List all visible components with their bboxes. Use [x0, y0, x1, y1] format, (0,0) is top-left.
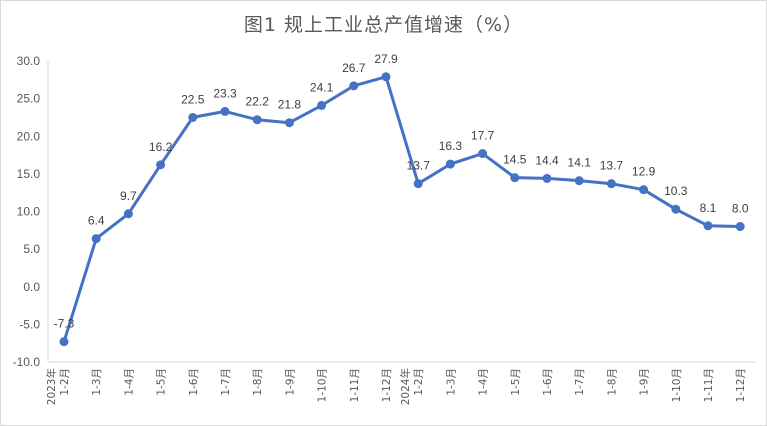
- data-point: [284, 118, 294, 128]
- x-tick-label: 1-3月: [445, 368, 457, 396]
- x-tick-label: 1-6月: [542, 368, 554, 396]
- x-tick-label: 1-12月: [735, 368, 747, 402]
- data-point: [574, 176, 584, 186]
- data-label: -7.3: [54, 317, 75, 331]
- data-label: 24.1: [310, 80, 334, 94]
- x-tick-label: 1-8月: [606, 368, 618, 396]
- data-point: [639, 185, 649, 195]
- x-tick-label: 1-5月: [510, 368, 522, 396]
- data-point: [510, 173, 520, 183]
- data-point: [349, 81, 359, 91]
- data-label: 14.4: [535, 153, 559, 167]
- x-tick-label: 1-3月: [91, 368, 103, 396]
- x-tick-label: 1-6月: [188, 368, 200, 396]
- data-label: 9.7: [120, 189, 137, 203]
- data-label: 8.1: [700, 201, 717, 215]
- data-label: 10.3: [664, 184, 688, 198]
- x-tick-label: 1-5月: [156, 368, 168, 396]
- x-tick-label: 1-7月: [220, 368, 232, 396]
- data-point: [381, 72, 391, 82]
- data-label: 22.2: [246, 95, 270, 109]
- x-tick-label: 1-2月: [59, 368, 71, 396]
- data-label: 16.2: [149, 140, 173, 154]
- series-line: [62, 75, 742, 344]
- data-label: 13.7: [600, 159, 624, 173]
- data-point: [606, 179, 616, 189]
- chart-title: 图1 规上工业总产值增速（%）: [243, 14, 524, 36]
- y-tick-label: -5.0: [19, 317, 40, 331]
- data-label: 14.1: [568, 156, 592, 170]
- x-tick-label: 1-7月: [574, 368, 586, 396]
- data-label: 6.4: [88, 214, 105, 228]
- x-tick-label: 1-4月: [478, 368, 490, 396]
- data-label: 21.8: [278, 98, 302, 112]
- data-label: 13.7: [407, 159, 431, 173]
- data-point: [735, 222, 745, 232]
- y-tick-label: 5.0: [23, 242, 40, 256]
- data-label: 26.7: [342, 61, 366, 75]
- data-label: 27.9: [374, 52, 398, 66]
- data-label: 17.7: [471, 129, 495, 143]
- x-tick-label: 1-12月: [381, 368, 393, 402]
- data-point: [703, 221, 713, 231]
- x-tick-label: 1-4月: [123, 368, 135, 396]
- data-label: 23.3: [213, 86, 237, 100]
- data-points: [59, 72, 745, 347]
- y-tick-label: 20.0: [17, 129, 41, 143]
- data-point: [542, 173, 552, 183]
- x-tick-label: 1-2月: [413, 368, 425, 396]
- data-point: [188, 112, 198, 122]
- data-point: [413, 179, 423, 189]
- data-label: 22.5: [181, 92, 205, 106]
- data-label: 14.5: [503, 153, 527, 167]
- data-point: [478, 149, 488, 159]
- y-tick-label: 25.0: [17, 92, 41, 106]
- data-point: [671, 204, 681, 214]
- y-tick-label: 30.0: [17, 54, 41, 68]
- data-point: [156, 160, 166, 170]
- y-tick-label: -10.0: [13, 355, 41, 369]
- x-tick-label: 1-10月: [317, 368, 329, 402]
- data-point: [123, 209, 133, 219]
- x-tick-label: 1-11月: [703, 368, 715, 402]
- y-tick-label: 15.0: [17, 167, 41, 181]
- data-point: [252, 115, 262, 125]
- x-tick-label: 1-8月: [252, 368, 264, 396]
- data-label: 16.3: [439, 139, 463, 153]
- data-labels: -7.3 6.4 9.7 16.2 22.5 23.3 22.2 21.8 24.1 26.7 27…: [54, 52, 749, 331]
- data-point: [445, 159, 455, 169]
- x-tick-label: 1-10月: [671, 368, 683, 402]
- data-point: [220, 106, 230, 116]
- data-point: [317, 100, 327, 110]
- y-axis-labels: 30.0 25.0 20.0 15.0 10.0 5.0 0.0 -5.0 -10.0: [13, 54, 41, 369]
- data-label: 8.0: [732, 202, 749, 216]
- x-tick-label: 2023年: [45, 368, 58, 405]
- x-tick-label: 1-9月: [284, 368, 296, 396]
- y-tick-label: 10.0: [17, 205, 41, 219]
- x-tick-label: 1-9月: [639, 368, 651, 396]
- x-tick-label: 1-11月: [349, 368, 361, 402]
- data-point: [59, 337, 69, 347]
- x-axis-labels: 2023年 1-2月 1-3月 1-4月 1-5月 1-6月 1-7月 1-8月 1-9月 1-1…: [45, 368, 747, 405]
- y-tick-label: 0.0: [23, 280, 40, 294]
- data-label: 12.9: [632, 165, 656, 179]
- x-tick-label: 2024年: [399, 368, 412, 405]
- data-point: [91, 234, 101, 244]
